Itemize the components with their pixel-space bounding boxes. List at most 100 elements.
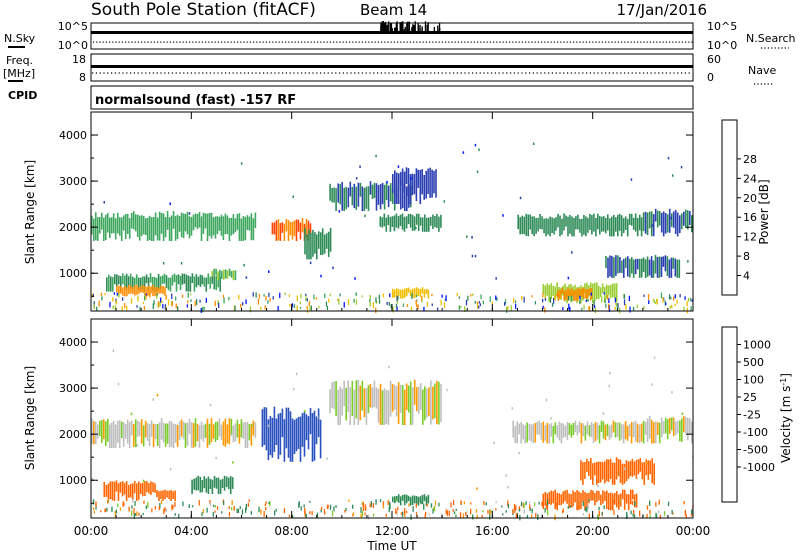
nsearch-dot [249,41,251,43]
nsearch-dot [633,41,635,43]
scatter-cell [200,421,203,440]
scatter-cell [594,422,597,442]
scatter-cell [152,284,154,297]
noise-cell [260,509,262,515]
scatter-cell [95,421,97,445]
noise-cell [263,511,265,517]
y-tick-label: 2000 [59,428,87,441]
scatter-cell [375,387,378,409]
scatter-cell [180,212,183,238]
scatter-cell [215,275,218,291]
scatter-cell [182,213,185,239]
noise-cell [305,513,307,519]
nsearch-dot [221,41,223,43]
colorbar-tick-label: -25 [743,409,761,422]
scatter-cell [588,288,591,296]
noise-cell [132,499,134,503]
scatter-cell [650,211,653,237]
noise-cell [171,293,173,300]
noise-cell [395,508,397,514]
noise-cell [433,505,436,512]
scatter-cell [279,413,282,455]
scatter-cell [623,463,626,484]
scatter-cell [213,268,215,277]
scatter-cell [176,425,179,447]
scatter-cell [411,495,414,505]
scatter-cell [215,477,218,489]
noise-cell [671,304,673,309]
scatter-cell [401,213,404,230]
scatter-cell [556,425,559,438]
scatter-cell [220,424,223,441]
scatter-cell [407,385,410,413]
isolated-return [624,467,626,470]
scatter-cell [584,462,586,479]
scatter-cell [672,257,675,269]
noise-cell [434,500,437,506]
nsearch-dot [515,41,517,43]
noise-cell [386,302,388,305]
scatter-cell [176,214,179,239]
isolated-return [388,365,390,369]
noise-cell [361,295,363,298]
noise-cell [663,511,666,516]
nsearch-dot [125,41,127,43]
scatter-cell [205,478,208,493]
noise-cell [338,298,340,305]
noise-cell [523,296,525,303]
noise-cell [257,298,260,305]
noise-cell [664,300,666,303]
isolated-return [493,441,495,445]
scatter-cell [110,217,113,234]
scatter-cell [175,275,178,292]
scatter-cell [133,481,136,494]
freq-strip: Freq. [MHz] 18 8 60 0 Nave [3,53,776,85]
scatter-cell [427,168,429,194]
scatter-cell [337,389,339,425]
noise-cell [476,301,479,305]
scatter-cell [363,187,366,211]
scatter-cell [285,407,288,449]
scatter-cell [426,388,428,418]
scatter-cell [429,167,431,198]
scatter-cell [252,218,255,241]
scatter-cell [339,183,341,205]
noise-cell [237,508,240,514]
scatter-cell [425,496,428,506]
scatter-cell [562,423,565,438]
noise-cell [481,514,483,518]
noise-cell [174,501,176,507]
scatter-cell [545,218,547,237]
scatter-cell [397,494,400,503]
isolated-return [630,178,633,181]
scatter-cell [103,217,105,241]
scatter-cell [232,214,235,235]
scatter-cell [178,421,181,441]
scatter-cell [685,209,687,228]
nsearch-dot [121,41,123,43]
scatter-cell [295,219,298,241]
noise-cell [463,501,465,505]
scatter-cell [171,275,174,286]
scatter-cell [385,390,388,424]
scatter-cell [434,383,436,419]
cpid-label: CPID [8,89,37,102]
scatter-cell [403,288,406,298]
scatter-cell [148,483,150,494]
noise-cell [665,302,667,306]
noise-cell [188,504,190,508]
scatter-cell [633,461,636,476]
noise-cell [397,506,399,511]
nsearch-dot [566,41,568,43]
scatter-cell [607,285,610,295]
scatter-cell [158,491,160,501]
noise-cell [514,508,516,513]
scatter-cell [615,283,618,303]
noise-cell [304,507,306,514]
scatter-cell [518,423,520,435]
isolated-return [507,485,509,489]
noise-cell [313,294,315,300]
nsearch-dot [489,41,491,43]
scatter-cell [553,218,555,235]
isolated-return [296,372,298,376]
